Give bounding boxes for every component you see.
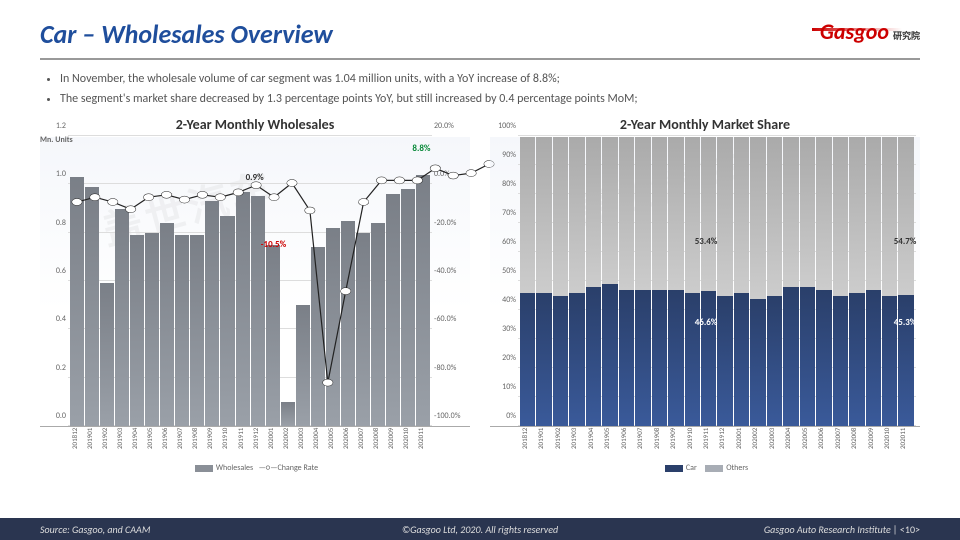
header: Car – Wholesales Overview Gasgoo研究院 [0,0,960,58]
legend: Wholesales —○—Change Rate [40,463,470,473]
footer: Source: Gasgoo, and CAAM ©Gasgoo Ltd, 20… [0,518,960,540]
charts-row: 2-Year Monthly Wholesales Mn. Units 盖世汽车… [0,116,960,473]
institute: Gasgoo Auto Research Institute | <10> [764,523,920,536]
source: Source: Gasgoo, and CAAM [40,523,150,536]
bullet-list: In November, the wholesale volume of car… [0,60,960,116]
logo: Gasgoo研究院 [820,18,920,45]
chart-title: 2-Year Monthly Market Share [490,116,920,133]
legend: Car Others [490,463,920,473]
bullet-item: In November, the wholesale volume of car… [60,70,920,88]
bullet-item: The segment's market share decreased by … [60,90,920,108]
copyright: ©Gasgoo Ltd, 2020. All rights reserved [402,523,558,536]
left-chart: 2-Year Monthly Wholesales Mn. Units 盖世汽车… [40,116,470,473]
right-chart: 2-Year Monthly Market Share 盖世汽车 0%10%20… [490,116,920,473]
page-title: Car – Wholesales Overview [40,18,333,50]
chart-title: 2-Year Monthly Wholesales [40,116,470,133]
